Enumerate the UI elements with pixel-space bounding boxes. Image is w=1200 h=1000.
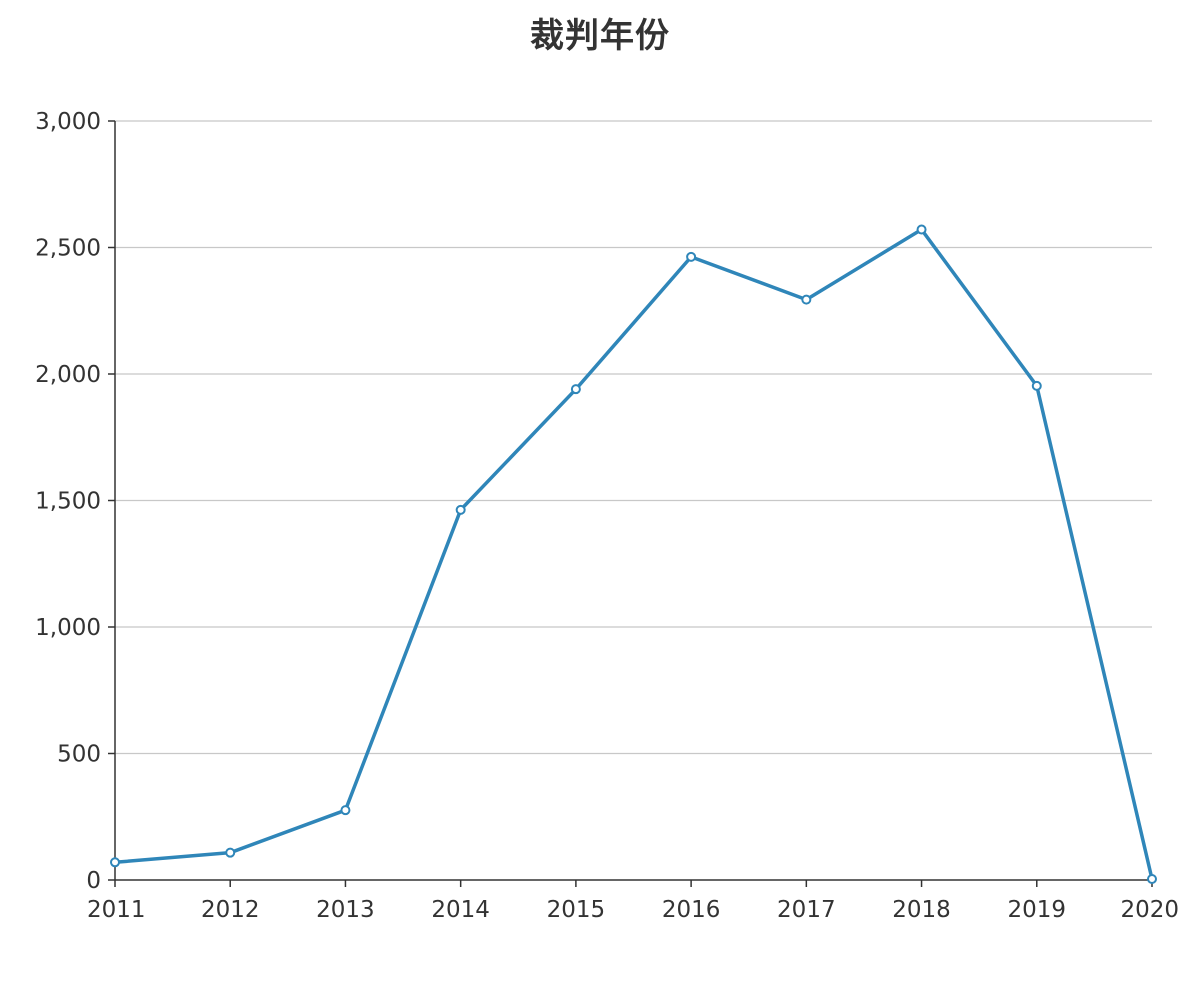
series-line [113,227,1154,881]
data-point[interactable] [1031,380,1042,391]
chart-title: 裁判年份 [530,16,670,56]
data-points [110,224,1157,884]
data-point[interactable] [340,805,351,816]
series-line-0 [113,227,1154,881]
data-point[interactable] [801,294,812,305]
y-tick-label: 2,000 [35,362,101,388]
data-point[interactable] [225,847,236,858]
data-point[interactable] [570,384,581,395]
data-point[interactable] [1147,873,1157,884]
x-tick-label: 2013 [316,897,375,923]
x-tick-label: 2019 [1008,897,1067,923]
y-axis-ticks: 0 500 1,000 1,500 2,000 2,500 3,000 [35,109,115,894]
x-tick-label: 2011 [87,897,146,923]
y-tick-label: 1,500 [35,489,101,515]
y-tick-label: 500 [57,742,101,768]
y-tick-label: 3,000 [35,109,101,135]
x-tick-label: 2012 [201,897,260,923]
x-tick-label: 2017 [777,897,836,923]
x-tick-label: 2014 [431,897,490,923]
x-tick-label: 2015 [547,897,606,923]
x-tick-label: 2018 [892,897,951,923]
y-tick-label: 0 [86,868,101,894]
y-tick-label: 1,000 [35,615,101,641]
data-point[interactable] [110,857,120,868]
data-point[interactable] [916,224,927,235]
x-axis-ticks: 2011 2012 2013 2014 2015 2016 2017 2018 2019 2020 [87,880,1179,923]
data-point[interactable] [455,504,466,515]
y-tick-label: 2,500 [35,236,101,262]
x-tick-label: 2016 [662,897,721,923]
grid-lines [115,120,1152,755]
x-tick-label: 2020 [1120,897,1179,923]
data-point[interactable] [686,251,697,262]
